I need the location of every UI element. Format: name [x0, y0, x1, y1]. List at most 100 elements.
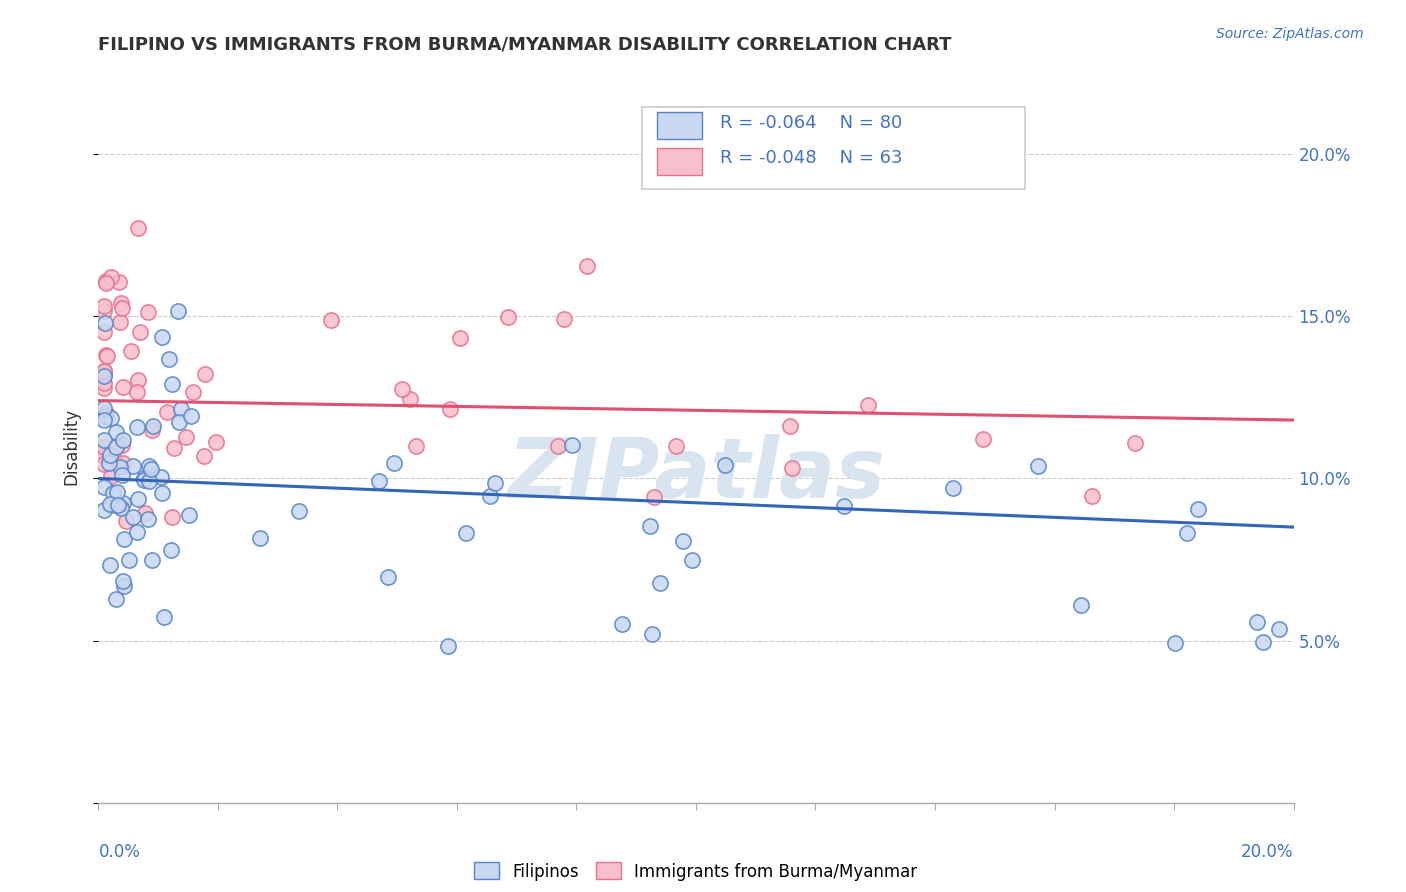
Point — [439, 401, 461, 416]
Point — [93, 381, 115, 395]
Point — [153, 610, 176, 624]
Point — [180, 409, 202, 424]
Point — [1164, 636, 1187, 650]
Point — [681, 552, 703, 566]
Point — [111, 437, 134, 451]
Point — [112, 532, 135, 546]
Point — [160, 543, 183, 558]
Point — [142, 418, 165, 433]
Text: ZIPatlas: ZIPatlas — [508, 434, 884, 515]
Point — [127, 373, 149, 387]
Point — [183, 385, 205, 400]
Point — [367, 474, 389, 488]
Point — [942, 481, 965, 495]
Point — [159, 351, 181, 366]
Point — [96, 349, 118, 363]
Point — [561, 438, 583, 452]
Point — [834, 500, 856, 514]
Point — [104, 441, 127, 455]
Point — [134, 506, 156, 520]
Point — [103, 486, 125, 500]
Point — [100, 270, 122, 285]
Point — [93, 433, 115, 447]
Point — [1026, 458, 1049, 473]
Point — [93, 376, 115, 390]
Point — [125, 385, 148, 400]
Point — [93, 365, 115, 379]
Point — [484, 475, 506, 490]
Point — [97, 456, 120, 470]
Point — [93, 369, 115, 384]
Point — [665, 439, 688, 453]
Point — [1177, 525, 1199, 540]
Point — [167, 303, 190, 318]
Point — [104, 591, 127, 606]
Point — [612, 617, 634, 632]
Point — [100, 558, 122, 572]
Point — [125, 525, 148, 540]
Point — [162, 376, 184, 391]
Point — [108, 459, 131, 474]
Text: FILIPINO VS IMMIGRANTS FROM BURMA/MYANMAR DISABILITY CORRELATION CHART: FILIPINO VS IMMIGRANTS FROM BURMA/MYANMA… — [98, 36, 952, 54]
Point — [138, 475, 160, 489]
Point — [101, 498, 124, 512]
Text: R = -0.064    N = 80: R = -0.064 N = 80 — [720, 114, 903, 132]
Point — [93, 364, 115, 378]
Point — [111, 574, 134, 588]
Point — [110, 295, 132, 310]
Point — [136, 512, 159, 526]
Point — [204, 435, 226, 450]
Text: 0.0%: 0.0% — [98, 843, 141, 861]
Point — [121, 510, 143, 524]
Point — [129, 325, 152, 339]
FancyBboxPatch shape — [657, 112, 702, 139]
Point — [93, 502, 115, 516]
Point — [93, 364, 115, 378]
Point — [105, 425, 128, 439]
Point — [179, 508, 201, 522]
Point — [110, 501, 132, 516]
Point — [94, 348, 117, 362]
Point — [1070, 599, 1092, 613]
Point — [782, 460, 804, 475]
Point — [162, 509, 184, 524]
Point — [405, 439, 427, 453]
FancyBboxPatch shape — [657, 148, 702, 175]
Point — [94, 316, 117, 330]
Point — [107, 498, 129, 512]
Point — [496, 310, 519, 324]
Point — [94, 276, 117, 290]
Text: 20.0%: 20.0% — [1241, 843, 1294, 861]
Point — [93, 299, 115, 313]
Point — [449, 331, 471, 345]
Point — [112, 433, 135, 447]
Point — [1246, 615, 1268, 629]
Point — [167, 415, 190, 429]
Point — [93, 440, 115, 454]
Point — [456, 525, 478, 540]
Point — [643, 490, 665, 504]
Point — [93, 449, 115, 463]
Point — [100, 496, 122, 510]
Point — [93, 367, 115, 381]
Point — [105, 485, 128, 500]
Point — [779, 419, 801, 434]
Point — [391, 382, 413, 396]
Point — [112, 496, 135, 510]
Point — [136, 305, 159, 319]
Point — [93, 409, 115, 423]
Point — [641, 627, 664, 641]
Point — [138, 458, 160, 473]
Point — [100, 411, 122, 425]
Point — [103, 451, 125, 466]
Point — [111, 467, 134, 482]
Point — [714, 458, 737, 472]
Point — [163, 441, 186, 455]
Point — [672, 534, 695, 549]
Point — [288, 504, 311, 518]
Point — [111, 301, 134, 316]
Point — [132, 473, 155, 487]
Point — [1080, 490, 1102, 504]
Y-axis label: Disability: Disability — [62, 408, 80, 484]
Point — [93, 457, 115, 471]
